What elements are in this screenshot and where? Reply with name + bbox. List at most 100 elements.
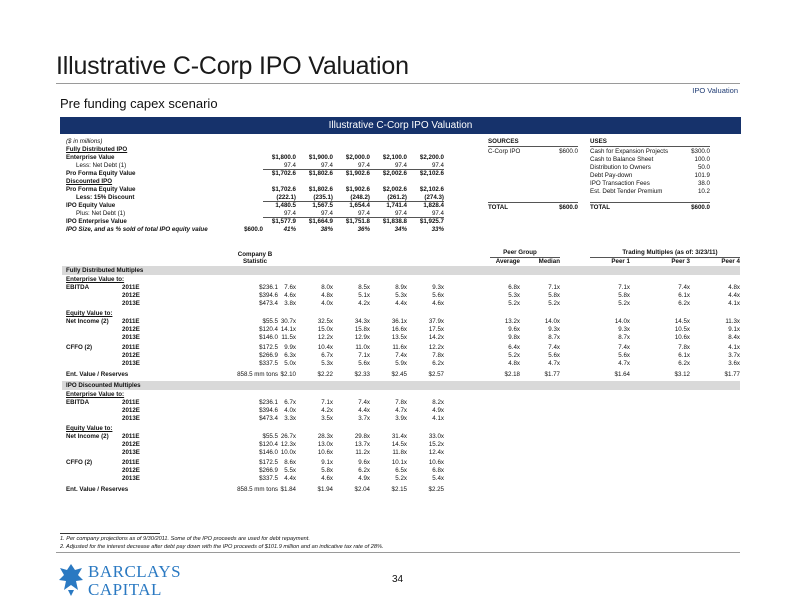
statistic-cell: $146.0 <box>259 334 278 341</box>
multiple-cell: 13.5x <box>391 334 407 341</box>
page-title: Illustrative C-Corp IPO Valuation <box>56 52 409 80</box>
value-cell: 34% <box>394 226 407 233</box>
multiple-cell: 14.1x <box>280 326 296 333</box>
statistic-cell: $172.5 <box>259 459 278 466</box>
peer-cell: 14.5x <box>674 318 690 325</box>
row-label: Pro Forma Equity Value <box>66 170 136 177</box>
peer-cell: 8.7x <box>618 334 630 341</box>
value-cell: 1,741.4 <box>386 202 407 209</box>
use-label: Cash for Expansion Projects <box>590 148 669 155</box>
multiple-cell: 11.5x <box>281 334 296 341</box>
peer-cell: 4.1x <box>728 300 740 307</box>
multiple-cell: 34.3x <box>354 318 370 325</box>
peer-cell: 3.7x <box>728 352 740 359</box>
statistic-cell: $236.1 <box>259 399 278 406</box>
multiple-cell: 5.5x <box>284 467 296 474</box>
peer-cell: 8.7x <box>548 334 560 341</box>
year-cell: 2012E <box>122 352 140 359</box>
value-cell: $1,802.6 <box>308 170 333 177</box>
multiple-cell: 7.1x <box>358 352 370 359</box>
group-label: Enterprise Value to: <box>66 391 125 398</box>
value-cell: 33% <box>431 226 444 233</box>
value-cell: 97.4 <box>357 210 370 217</box>
multiple-cell: 5.3x <box>395 292 407 299</box>
year-cell: 2012E <box>122 407 140 414</box>
multiple-cell: 10.6x <box>428 459 444 466</box>
peer-cell: 4.8x <box>508 360 520 367</box>
peer-cell: 6.4x <box>508 344 520 351</box>
multiple-cell: 11.8x <box>392 449 407 456</box>
value-cell: $1,802.6 <box>308 186 333 193</box>
value-cell: 97.4 <box>320 210 333 217</box>
statistic-cell: $146.0 <box>259 449 278 456</box>
use-value: 38.0 <box>697 180 710 187</box>
disc-multiples-title: IPO Discounted Multiples <box>66 382 141 389</box>
footer-divider <box>56 552 740 553</box>
multiple-cell: 4.8x <box>321 292 333 299</box>
year-cell: 2011E <box>122 459 140 466</box>
multiple-cell: 4.1x <box>432 415 444 422</box>
average-header: Average <box>495 258 520 265</box>
row-label: Ent. Value / Reserves <box>66 371 129 378</box>
multiple-cell: 28.3x <box>317 433 333 440</box>
peer-group-header: Peer Group <box>503 249 537 256</box>
row-label: Plus: Net Debt (1) <box>76 210 126 217</box>
year-cell: 2012E <box>122 326 140 333</box>
multiple-cell: 13.0x <box>317 441 333 448</box>
value-cell: $1,838.8 <box>382 218 407 225</box>
year-cell: 2011E <box>122 284 140 291</box>
multiple-cell: 4.6x <box>432 300 444 307</box>
value-cell: $2,200.0 <box>419 154 444 161</box>
peer-group-rule <box>490 257 560 258</box>
multiple-cell: 3.9x <box>395 415 407 422</box>
multiple-cell: 36.1x <box>391 318 407 325</box>
value-cell: $1,577.9 <box>271 218 296 225</box>
peer-cell: 5.2x <box>548 300 560 307</box>
disc-multiples-bar <box>62 381 740 390</box>
peer-cell: 5.3x <box>508 292 520 299</box>
statistic-header: Statistic <box>242 258 268 265</box>
peer-header: Peer 1 <box>611 258 630 265</box>
uses-total-rule <box>590 202 710 203</box>
value-cell: (248.2) <box>350 194 370 201</box>
multiple-cell: 5.9x <box>395 360 407 367</box>
value-cell: $1,702.6 <box>271 186 296 193</box>
logo-line-2: CAPITAL <box>88 580 162 599</box>
multiple-cell: 16.6x <box>391 326 407 333</box>
multiple-cell: 7.4x <box>358 399 370 406</box>
use-label: Distribution to Owners <box>590 164 651 171</box>
sources-total-rule <box>488 202 578 203</box>
section-heading: Fully Distributed IPO <box>66 146 128 153</box>
peer-cell: 14.0x <box>614 318 630 325</box>
sources-title: SOURCES <box>488 138 519 145</box>
multiple-cell: 15.2x <box>428 441 444 448</box>
multiple-cell: 9.1x <box>321 459 333 466</box>
value-cell: 97.4 <box>431 162 444 169</box>
sources-total-label: TOTAL <box>488 204 509 211</box>
section-tag: IPO Valuation <box>692 86 738 95</box>
row-label: EBITDA <box>66 284 90 291</box>
value-cell: $1,902.6 <box>345 186 370 193</box>
footnote-divider <box>60 533 160 534</box>
statistic-cell: $266.9 <box>259 467 278 474</box>
sources-rule <box>488 146 578 147</box>
year-cell: 2012E <box>122 292 140 299</box>
statistic-cell: $55.5 <box>262 318 278 325</box>
statistic-cell: $473.4 <box>259 415 278 422</box>
multiple-cell: 10.4x <box>317 344 333 351</box>
multiple-cell: 15.0x <box>317 326 333 333</box>
multiple-cell: 5.0x <box>284 360 296 367</box>
multiple-cell: 4.7x <box>395 407 407 414</box>
multiple-cell: 17.5x <box>428 326 444 333</box>
multiple-cell: 6.7x <box>284 399 296 406</box>
peer-cell: 9.8x <box>508 334 520 341</box>
multiple-cell: 7.6x <box>284 284 296 291</box>
value-cell: 97.4 <box>431 210 444 217</box>
valuation-table: ($ in millions) Fully Distributed IPO Ente… <box>60 138 741 533</box>
peer-cell: 6.2x <box>678 300 690 307</box>
value-cell: $1,664.9 <box>308 218 333 225</box>
peer-cell: 9.6x <box>508 326 520 333</box>
row-label: CFFO (2) <box>66 459 93 466</box>
multiple-cell: 32.5x <box>317 318 333 325</box>
uses-total-value: $600.0 <box>691 204 710 211</box>
